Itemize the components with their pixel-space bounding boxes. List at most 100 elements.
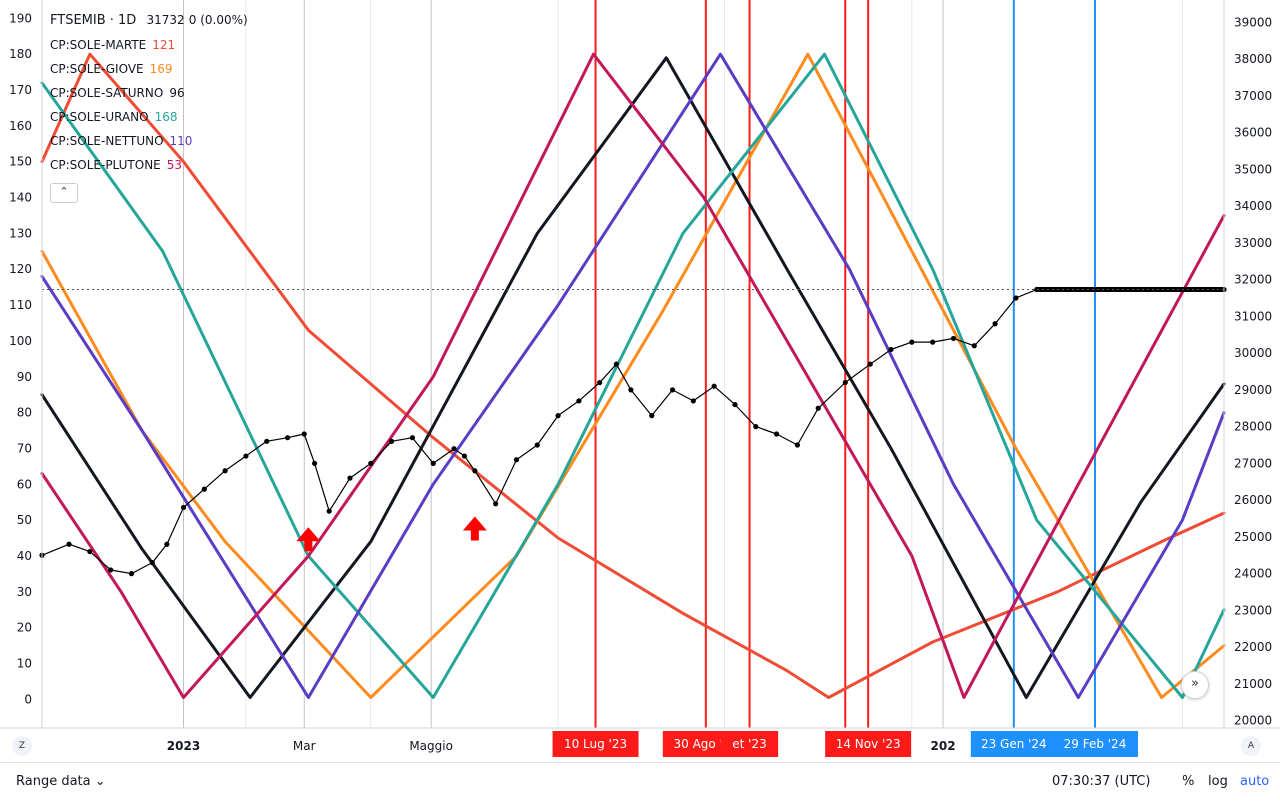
range-data-button[interactable]: Range data ⌄ — [16, 774, 106, 789]
price-point — [555, 413, 561, 419]
price-point — [773, 431, 780, 437]
legend-item-value: 121 — [152, 38, 176, 52]
marker-label-box — [970, 731, 1057, 757]
price-point — [164, 541, 170, 547]
price-point — [950, 335, 957, 342]
left-tick-label: 160 — [9, 119, 32, 133]
legend-item-label: CP:SOLE-NETTUNO — [50, 134, 164, 148]
left-tick-label: 0 — [24, 692, 32, 706]
price-point — [930, 339, 936, 345]
double-chevron-right-icon: » — [1191, 676, 1199, 691]
legend-item[interactable]: CP:SOLE-URANO 168 — [50, 105, 248, 129]
right-tick-label: 36000 — [1234, 126, 1272, 140]
legend-item-label: CP:SOLE-SATURNO — [50, 86, 164, 100]
right-tick-label: 27000 — [1234, 456, 1272, 470]
price-point — [794, 442, 800, 448]
symbol-name: FTSEMIB — [50, 13, 106, 28]
range-label: Range data — [16, 774, 91, 789]
right-tick-label: 35000 — [1234, 162, 1272, 176]
right-tick-label: 25000 — [1234, 530, 1272, 544]
legend: FTSEMIB · 1D 31732 0 (0.00%) CP:SOLE-MAR… — [50, 8, 248, 203]
left-tick-label: 140 — [9, 191, 32, 205]
legend-item[interactable]: CP:SOLE-MARTE 121 — [50, 33, 248, 57]
price-point — [87, 548, 93, 555]
price-point — [909, 339, 915, 345]
marker-label-text: 14 Nov '23 — [836, 737, 901, 751]
marker-label-box — [552, 731, 639, 757]
scroll-to-realtime-button[interactable]: » — [1181, 671, 1209, 699]
auto-scale-toggle[interactable]: auto — [1240, 774, 1270, 789]
left-tick-label: 90 — [17, 370, 32, 384]
price-point — [301, 431, 307, 437]
left-tick-label: 190 — [9, 11, 32, 25]
grid-lines — [183, 0, 1183, 728]
right-tick-label: 37000 — [1234, 89, 1272, 103]
auto-scale-a-button[interactable]: A — [1241, 736, 1261, 756]
axes: 0 10 20 30 40 50 60 70 80 90 100 110 120 130 140 150 160… — [0, 0, 1280, 753]
price-point — [1013, 295, 1019, 301]
legend-item-label: CP:SOLE-GIOVE — [50, 62, 144, 76]
series-line — [41, 288, 1225, 575]
price-point — [732, 401, 738, 408]
legend-item-value: 169 — [149, 62, 173, 76]
legend-item-label: CP:SOLE-PLUTONE — [50, 158, 161, 172]
right-tick-label: 30000 — [1234, 346, 1272, 360]
legend-item[interactable]: CP:SOLE-GIOVE 169 — [50, 57, 248, 81]
price-point — [597, 379, 603, 386]
left-tick-label: 50 — [17, 513, 32, 527]
legend-item[interactable]: CP:SOLE-SATURNO 96 — [50, 81, 248, 105]
legend-item[interactable]: CP:SOLE-NETTUNO 110 — [50, 129, 248, 153]
right-tick-label: 34000 — [1234, 199, 1272, 213]
percent-scale-toggle[interactable]: % — [1182, 774, 1195, 789]
left-tick-label: 100 — [9, 334, 32, 348]
right-tick-label: 22000 — [1234, 640, 1272, 654]
symbol-last: 31732 — [146, 13, 185, 27]
x-tick-label: Mar — [293, 739, 316, 753]
chevron-down-icon: ⌄ — [94, 774, 106, 789]
price-point — [108, 567, 114, 573]
price-point — [368, 460, 374, 466]
right-tick-label: 32000 — [1234, 273, 1272, 287]
chevron-up-icon: ⌃ — [59, 185, 69, 198]
left-tick-label: 150 — [9, 155, 32, 169]
log-scale-toggle[interactable]: log — [1208, 774, 1228, 789]
series-line — [40, 52, 1226, 699]
legend-item[interactable]: CP:SOLE-PLUTONE 53 — [50, 153, 248, 177]
price-point — [312, 460, 318, 466]
bottom-toolbar: Range data ⌄ 07:30:37 (UTC) % log auto — [0, 762, 1280, 801]
timezone-z-button[interactable]: Z — [12, 736, 32, 756]
up-arrow-marker — [296, 527, 321, 552]
price-point — [971, 343, 977, 349]
series-line — [40, 52, 1226, 699]
legend-item-label: CP:SOLE-URANO — [50, 110, 149, 124]
price-point — [409, 435, 416, 441]
left-tick-label: 180 — [9, 47, 32, 61]
price-point — [326, 508, 332, 514]
vertical-markers — [594, 0, 1096, 728]
price-point — [264, 438, 270, 444]
price-point — [513, 457, 520, 463]
right-tick-label: 20000 — [1234, 714, 1272, 728]
right-tick-label: 39000 — [1234, 15, 1272, 29]
price-point — [669, 387, 676, 393]
left-tick-label: 60 — [17, 477, 32, 491]
symbol-header[interactable]: FTSEMIB · 1D 31732 0 (0.00%) — [50, 13, 248, 28]
price-point — [867, 361, 873, 367]
marker-label-text: et '23 — [732, 737, 766, 751]
price-point — [576, 398, 582, 404]
right-tick-label: 29000 — [1234, 383, 1272, 397]
series-line — [40, 52, 1226, 699]
clock-readout[interactable]: 07:30:37 (UTC) — [1052, 774, 1151, 789]
price-point — [243, 453, 249, 459]
price-point — [451, 446, 457, 452]
price-point — [347, 475, 353, 481]
price-point — [815, 405, 821, 411]
left-tick-label: 30 — [17, 585, 32, 599]
price-point — [711, 383, 717, 389]
series-lines — [39, 52, 1227, 699]
series-line — [40, 52, 1226, 699]
chart-canvas[interactable]: 0 10 20 30 40 50 60 70 80 90 100 110 120 130 140 150 160… — [0, 0, 1280, 762]
legend-collapse-button[interactable]: ⌃ — [50, 183, 78, 203]
price-point — [66, 541, 72, 547]
